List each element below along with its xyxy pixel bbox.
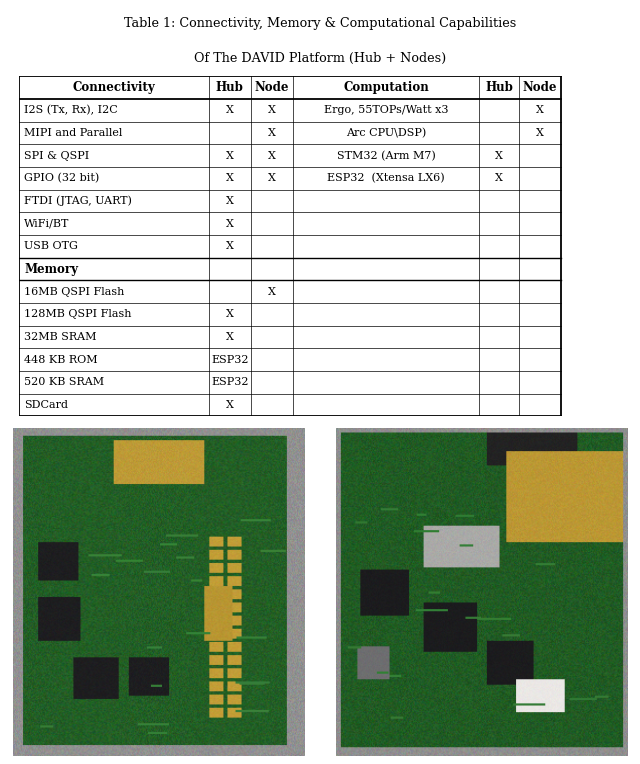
Text: 128MB QSPI Flash: 128MB QSPI Flash — [24, 309, 131, 319]
Text: 32MB SRAM: 32MB SRAM — [24, 332, 97, 342]
Text: X: X — [226, 332, 234, 342]
Text: X: X — [226, 173, 234, 183]
Text: ESP32: ESP32 — [211, 354, 248, 364]
Text: WiFi/BT: WiFi/BT — [24, 219, 69, 228]
Text: X: X — [268, 286, 276, 296]
Text: USB OTG: USB OTG — [24, 241, 78, 251]
Text: 448 KB ROM: 448 KB ROM — [24, 354, 98, 364]
Text: X: X — [495, 151, 503, 160]
Text: X: X — [226, 241, 234, 251]
Text: X: X — [268, 173, 276, 183]
Text: GPIO (32 bit): GPIO (32 bit) — [24, 173, 99, 183]
Text: Hub: Hub — [485, 81, 513, 94]
Text: X: X — [226, 151, 234, 160]
Text: SPI & QSPI: SPI & QSPI — [24, 151, 89, 160]
Text: Arc CPU\DSP): Arc CPU\DSP) — [346, 128, 426, 138]
Text: X: X — [536, 128, 543, 138]
Text: STM32 (Arm M7): STM32 (Arm M7) — [337, 151, 436, 161]
Text: 16MB QSPI Flash: 16MB QSPI Flash — [24, 286, 124, 296]
Text: FTDI (JTAG, UART): FTDI (JTAG, UART) — [24, 196, 132, 206]
Text: X: X — [268, 151, 276, 160]
Text: MIPI and Parallel: MIPI and Parallel — [24, 128, 122, 138]
Text: X: X — [226, 196, 234, 206]
Text: Memory: Memory — [24, 263, 78, 276]
Text: X: X — [268, 105, 276, 115]
Text: SDCard: SDCard — [24, 400, 68, 410]
Text: X: X — [226, 400, 234, 410]
Text: X: X — [495, 173, 503, 183]
Text: X: X — [536, 105, 543, 115]
Text: Hub: Hub — [216, 81, 244, 94]
Text: ESP32  (Xtensa LX6): ESP32 (Xtensa LX6) — [328, 173, 445, 183]
Text: Of The DAVID Platform (Hub + Nodes): Of The DAVID Platform (Hub + Nodes) — [194, 52, 446, 65]
Text: Table 1: Connectivity, Memory & Computational Capabilities: Table 1: Connectivity, Memory & Computat… — [124, 18, 516, 31]
Text: X: X — [268, 128, 276, 138]
Text: Ergo, 55TOPs/Watt x3: Ergo, 55TOPs/Watt x3 — [324, 105, 449, 115]
Text: X: X — [226, 309, 234, 319]
Text: I2S (Tx, Rx), I2C: I2S (Tx, Rx), I2C — [24, 105, 118, 115]
Text: ESP32: ESP32 — [211, 377, 248, 387]
Text: X: X — [226, 105, 234, 115]
Text: Connectivity: Connectivity — [72, 81, 156, 94]
Text: Computation: Computation — [343, 81, 429, 94]
Text: Node: Node — [255, 81, 289, 94]
Text: X: X — [226, 219, 234, 228]
Text: 520 KB SRAM: 520 KB SRAM — [24, 377, 104, 387]
Text: Node: Node — [522, 81, 557, 94]
